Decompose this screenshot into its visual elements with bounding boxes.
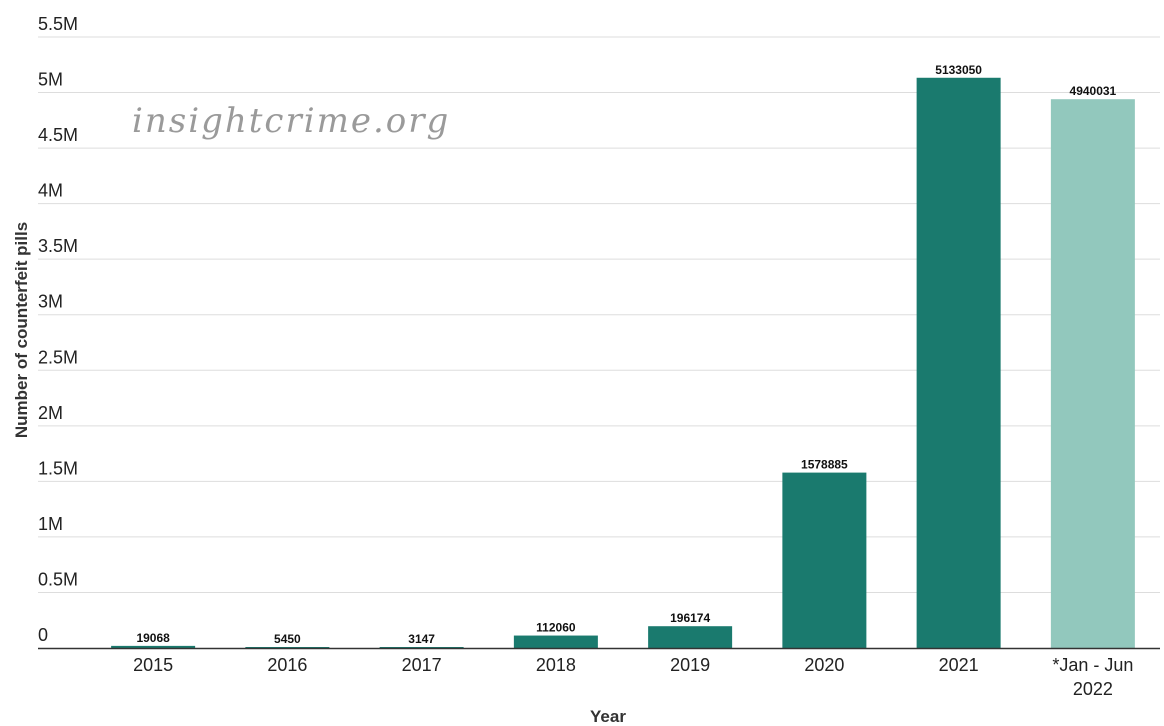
y-axis-ticks: 0 0.5M 1M 1.5M 2M 2.5M 3M 3.5M 4M 4.5M 5M 5.5M xyxy=(38,14,78,645)
y-tick-label: 1M xyxy=(38,514,63,534)
y-tick-label: 1.5M xyxy=(38,458,78,478)
x-tick-label: 2020 xyxy=(804,655,844,675)
bars xyxy=(111,77,1135,649)
x-tick-label: 2021 xyxy=(939,655,979,675)
x-tick-label: 2015 xyxy=(133,655,173,675)
data-label: 5133050 xyxy=(935,63,982,77)
y-tick-label: 2.5M xyxy=(38,347,78,367)
x-tick-label: 2019 xyxy=(670,655,710,675)
bar xyxy=(1050,99,1135,649)
y-tick-label: 5.5M xyxy=(38,14,78,34)
bar xyxy=(513,635,598,648)
bar xyxy=(916,77,1001,648)
y-tick-label: 4.5M xyxy=(38,125,78,145)
x-tick-label: *Jan - Jun 2022 xyxy=(1052,655,1133,699)
bar xyxy=(111,645,196,648)
bar xyxy=(245,647,330,648)
y-tick-label: 2M xyxy=(38,403,63,423)
x-tick-label: 2016 xyxy=(267,655,307,675)
y-tick-label: 3M xyxy=(38,292,63,312)
bar xyxy=(782,472,867,648)
data-label: 1578885 xyxy=(801,458,848,472)
data-label: 3147 xyxy=(408,632,435,646)
data-label: 112060 xyxy=(536,621,576,635)
x-axis-ticks: 2015 2016 2017 2018 2019 2020 2021 *Jan - Jun 20… xyxy=(133,655,1133,699)
data-label: 19068 xyxy=(136,631,170,645)
bar xyxy=(648,626,733,648)
y-tick-label: 0.5M xyxy=(38,569,78,589)
y-tick-label: 4M xyxy=(38,181,63,201)
data-label: 5450 xyxy=(274,632,301,646)
data-label: 196174 xyxy=(670,611,710,625)
x-axis-title: Year xyxy=(590,707,626,726)
data-label: 4940031 xyxy=(1070,84,1117,98)
y-tick-label: 0 xyxy=(38,625,48,645)
y-tick-label: 3.5M xyxy=(38,236,78,256)
y-tick-label: 5M xyxy=(38,70,63,90)
x-tick-label: 2018 xyxy=(536,655,576,675)
data-labels: 19068 5450 3147 112060 196174 1578885 5133050 4… xyxy=(136,63,1116,646)
watermark: insightcrime.org xyxy=(132,101,450,141)
x-tick-label: 2017 xyxy=(402,655,442,675)
y-axis-title: Number of counterfeit pills xyxy=(12,222,31,438)
bar xyxy=(379,647,464,648)
